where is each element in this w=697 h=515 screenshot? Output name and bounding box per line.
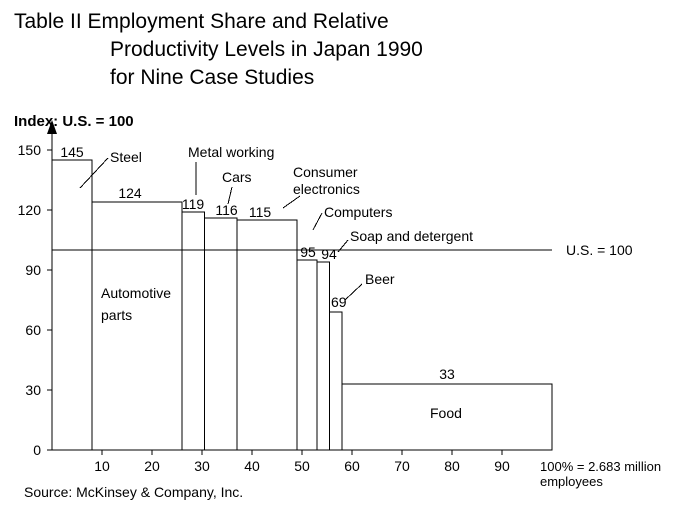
category-label-6: Soap and detergent <box>350 228 473 244</box>
category-label-5: Computers <box>324 204 392 220</box>
bar-1 <box>91 201 183 451</box>
y-tick-label-120: 120 <box>18 202 42 218</box>
x-tick-label-60: 60 <box>344 458 360 474</box>
title-line-1: Table II Employment Share and Relative <box>14 10 389 33</box>
data-label-4: 115 <box>249 204 272 220</box>
title-line-2: Productivity Levels in Japan 1990 <box>110 38 423 61</box>
x-axis-title-line-1: 100% = 2.683 million <box>540 459 661 474</box>
category-label-3: Cars <box>222 169 252 185</box>
category-label-4-line-2: electronics <box>293 181 360 197</box>
category-label-4-line-1: Consumer <box>293 164 358 180</box>
bar-6 <box>316 261 330 451</box>
category-label-0: Steel <box>110 149 142 165</box>
x-tick-label-50: 50 <box>294 458 310 474</box>
x-axis-title-line-2: employees <box>540 474 603 489</box>
x-tick-label-20: 20 <box>144 458 160 474</box>
leader-line-7 <box>344 283 363 301</box>
leader-line-4 <box>282 195 301 209</box>
x-tick-label-90: 90 <box>494 458 510 474</box>
leader-line-5 <box>312 212 323 231</box>
y-tick-label-60: 60 <box>25 322 41 338</box>
reference-line-label: U.S. = 100 <box>566 242 633 258</box>
data-label-2: 119 <box>182 196 205 212</box>
category-label-7: Beer <box>365 271 395 287</box>
bar-3 <box>204 217 238 451</box>
y-axis-arrow <box>47 120 57 134</box>
data-label-1: 124 <box>118 185 142 201</box>
leader-line-0 <box>79 157 109 189</box>
x-tick-label-10: 10 <box>94 458 110 474</box>
category-label-1-line-1: Automotive <box>101 285 171 301</box>
category-label-8: Food <box>430 405 462 421</box>
data-label-5: 95 <box>300 244 316 260</box>
x-tick-label-80: 80 <box>444 458 460 474</box>
y-tick-label-30: 30 <box>25 382 41 398</box>
bar-7 <box>329 311 343 451</box>
chart-title: Table II Employment Share and Relative P… <box>14 8 423 92</box>
bar-4 <box>236 219 298 451</box>
x-tick-label-40: 40 <box>244 458 260 474</box>
y-tick-label-90: 90 <box>25 262 41 278</box>
y-tick-label-0: 0 <box>33 442 41 458</box>
leader-line-3 <box>227 186 233 205</box>
title-line-3: for Nine Case Studies <box>110 66 315 89</box>
x-tick-label-70: 70 <box>394 458 410 474</box>
source-note: Source: McKinsey & Company, Inc. <box>24 484 244 500</box>
data-label-0: 145 <box>60 144 84 160</box>
data-label-8: 33 <box>439 366 455 382</box>
category-label-2: Metal working <box>188 144 274 160</box>
bar-5 <box>296 259 318 451</box>
bar-2 <box>181 211 205 451</box>
bar-8 <box>341 383 553 451</box>
x-tick-label-30: 30 <box>194 458 210 474</box>
category-label-1-line-2: parts <box>101 307 132 323</box>
y-tick-label-150: 150 <box>18 142 42 158</box>
data-label-7: 69 <box>331 294 347 310</box>
y-axis-title: Index: U.S. = 100 <box>14 113 134 130</box>
bar-0 <box>51 159 93 451</box>
data-label-3: 116 <box>215 202 238 218</box>
leader-line-6 <box>337 239 349 253</box>
data-label-6: 94 <box>321 246 337 262</box>
